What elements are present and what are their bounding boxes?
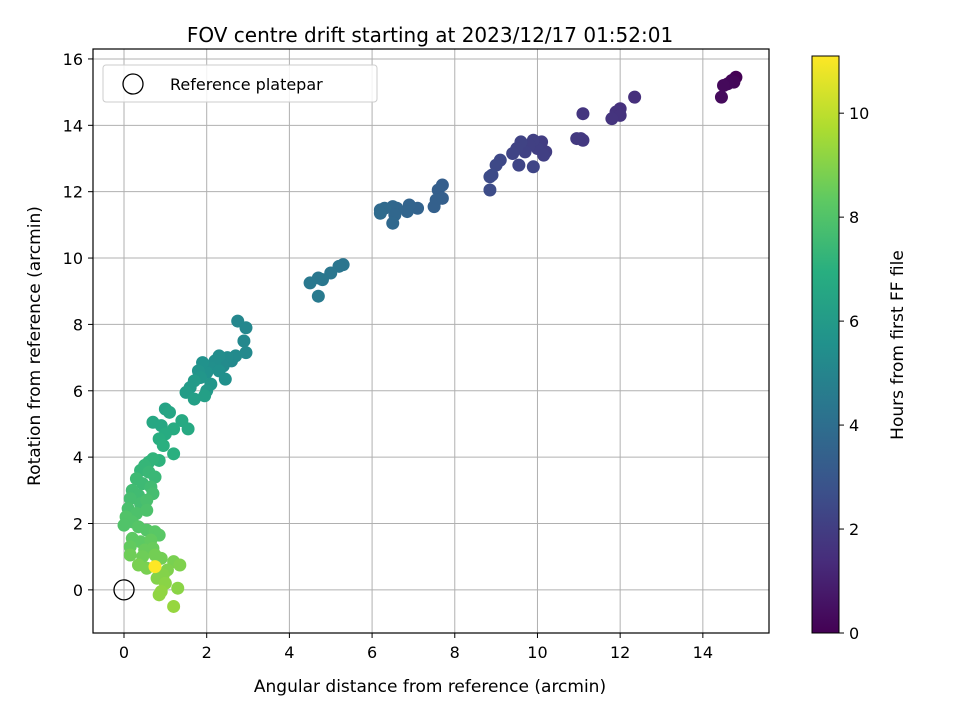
y-tick-label: 2 — [73, 515, 83, 534]
x-tick-label: 0 — [119, 643, 129, 662]
data-point — [526, 160, 540, 174]
grid-lines — [93, 49, 769, 633]
data-point — [605, 112, 619, 126]
axes — [92, 48, 770, 634]
y-tick-labels: 0 2 4 6 8 10 12 14 16 — [63, 50, 93, 600]
data-point — [373, 206, 387, 220]
data-point — [512, 158, 526, 172]
data-point — [576, 107, 590, 121]
data-point — [400, 205, 414, 219]
colorbar-gradient — [811, 55, 840, 634]
data-point — [427, 200, 441, 214]
data-point — [123, 548, 137, 562]
data-point — [489, 158, 503, 172]
colorbar-tick-label: 2 — [849, 520, 859, 539]
plot-frame — [92, 48, 770, 634]
colorbar-tick-label: 6 — [849, 312, 859, 331]
data-point — [140, 493, 154, 507]
data-point — [239, 321, 253, 335]
data-point — [173, 558, 187, 572]
x-tick-label: 6 — [367, 643, 377, 662]
y-tick-label: 14 — [63, 116, 83, 135]
data-point — [148, 560, 162, 574]
x-tick-labels: 0 2 4 6 8 10 12 14 — [119, 633, 713, 662]
data-point — [303, 276, 317, 290]
data-point — [167, 599, 181, 613]
data-point — [628, 90, 642, 104]
data-point — [181, 422, 195, 436]
reference-platepar-marker — [113, 579, 135, 601]
data-point — [386, 216, 400, 230]
data-point — [187, 392, 201, 406]
data-point — [311, 289, 325, 303]
data-point — [123, 492, 137, 506]
data-point — [140, 503, 154, 517]
data-point — [570, 132, 584, 146]
y-tick-label: 8 — [73, 315, 83, 334]
y-tick-label: 4 — [73, 448, 83, 467]
x-axis-label: Angular distance from reference (arcmin) — [254, 677, 606, 697]
colorbar-label: Hours from first FF file — [888, 250, 908, 440]
legend-box — [102, 64, 378, 103]
y-tick-label: 0 — [73, 581, 83, 600]
colorbar-tick-labels: 0 2 4 6 8 10 — [839, 104, 869, 643]
colorbar-tick-label: 10 — [849, 104, 869, 123]
legend-label-reference: Reference platepar — [170, 75, 323, 94]
y-tick-label: 12 — [63, 183, 83, 202]
x-tick-label: 10 — [527, 643, 547, 662]
data-point — [162, 405, 176, 419]
data-point — [156, 439, 170, 453]
x-tick-label: 2 — [202, 643, 212, 662]
legend: Reference platepar — [102, 64, 378, 103]
x-tick-label: 4 — [284, 643, 294, 662]
y-tick-label: 16 — [63, 50, 83, 69]
x-tick-label: 8 — [450, 643, 460, 662]
colorbar-tick-label: 8 — [849, 208, 859, 227]
data-point — [218, 372, 232, 386]
x-tick-label: 12 — [610, 643, 630, 662]
data-point — [537, 148, 551, 162]
colorbar-tick-label: 4 — [849, 416, 859, 435]
colorbar-tick-label: 0 — [849, 624, 859, 643]
data-point — [239, 346, 253, 360]
scatter-points — [113, 70, 743, 613]
data-point — [714, 90, 728, 104]
y-tick-label: 6 — [73, 382, 83, 401]
y-tick-label: 10 — [63, 249, 83, 268]
data-point — [237, 334, 251, 348]
x-tick-label: 14 — [693, 643, 713, 662]
data-point — [167, 447, 181, 461]
data-point — [198, 389, 212, 403]
colorbar: 0 2 4 6 8 10 Hours from first FF file — [811, 55, 908, 643]
data-point — [171, 581, 185, 595]
data-point — [506, 147, 520, 161]
chart-title: FOV centre drift starting at 2023/12/17 … — [187, 23, 673, 47]
legend-marker-reference — [122, 73, 144, 95]
data-point — [483, 183, 497, 197]
data-point — [483, 170, 497, 184]
y-axis-label: Rotation from reference (arcmin) — [25, 206, 45, 486]
data-point — [717, 79, 731, 92]
data-point — [117, 518, 131, 532]
data-point — [152, 588, 166, 602]
data-point — [148, 470, 162, 484]
